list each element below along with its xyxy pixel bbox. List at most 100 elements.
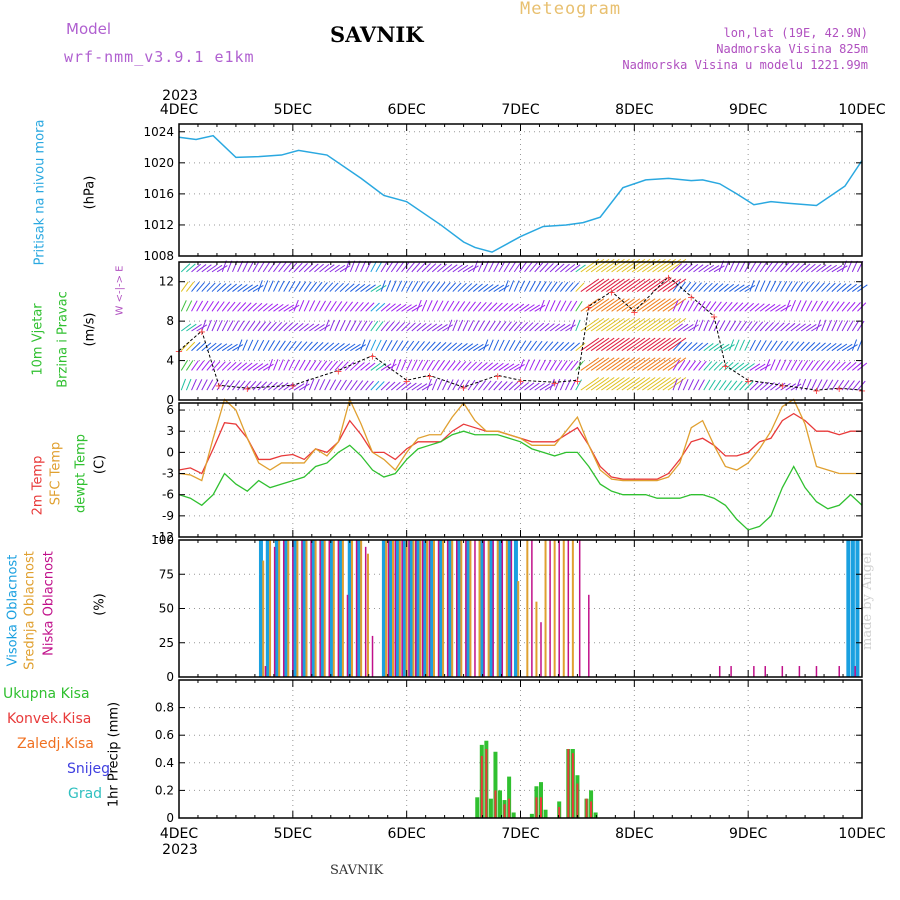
wind-barb xyxy=(211,379,219,391)
low-cloud-bar xyxy=(838,666,840,677)
wind-barb xyxy=(447,342,458,352)
wind-barb xyxy=(559,360,568,371)
precip-legend-hail: Grad xyxy=(68,786,103,802)
wind-barb xyxy=(821,379,828,391)
wind-barb xyxy=(467,301,476,312)
wind-barb xyxy=(759,340,767,351)
wind-barb xyxy=(590,298,610,312)
wind-barb xyxy=(319,342,329,352)
high-cloud-bar xyxy=(416,540,421,677)
wind-barb xyxy=(252,321,261,332)
wind-barb xyxy=(544,359,552,371)
wind-barb xyxy=(667,278,687,292)
wind-barb xyxy=(447,264,458,273)
low-cloud-bar xyxy=(428,540,431,677)
y-tick-label: 0.6 xyxy=(155,728,174,742)
wind-barb xyxy=(262,280,269,292)
wind-barb xyxy=(329,264,340,273)
wind-barb xyxy=(478,301,487,312)
wind-barb xyxy=(662,258,682,273)
precip-legend-total: Ukupna Kisa xyxy=(3,686,90,702)
wind-barb xyxy=(534,262,544,273)
wind-barb xyxy=(257,261,265,273)
high-cloud-bar xyxy=(258,540,263,677)
wind-barb xyxy=(180,263,191,273)
mid-cloud-bar xyxy=(478,540,481,677)
wind-barb xyxy=(831,343,842,352)
wind-barb xyxy=(642,258,661,273)
total-precip-bar xyxy=(488,798,493,818)
wind-barb xyxy=(718,380,727,391)
wind-barb xyxy=(785,299,791,312)
wind-barb xyxy=(749,321,758,332)
wind-barb xyxy=(329,342,340,352)
y-tick-label: 12 xyxy=(159,275,174,289)
wind-barb xyxy=(293,281,301,292)
wind-barb xyxy=(324,319,330,332)
low-cloud-bar xyxy=(310,540,312,677)
wind-barb xyxy=(688,360,696,371)
wind-barb xyxy=(232,283,243,292)
wind-barb xyxy=(309,323,320,332)
wind-barb xyxy=(278,262,287,273)
precip-legend-snow: Snijeg xyxy=(67,761,111,777)
wind-barb xyxy=(390,358,396,371)
wind-barb xyxy=(667,317,687,332)
wind-barb xyxy=(180,281,189,292)
wind-barb xyxy=(457,379,465,391)
wind-barb xyxy=(237,339,243,351)
high-cloud-bar xyxy=(409,540,414,677)
wind-barb xyxy=(396,261,404,273)
wind-barb xyxy=(339,319,346,332)
wind-barb xyxy=(800,323,812,332)
y-tick-label: 1016 xyxy=(143,187,174,201)
wind-barb xyxy=(559,300,567,312)
wind-barb xyxy=(196,264,207,273)
wind-barb xyxy=(570,342,581,352)
wind-barb xyxy=(841,343,853,352)
wind-barb xyxy=(370,320,379,332)
wind-barb xyxy=(698,342,709,352)
wind-barb xyxy=(682,342,693,352)
wind-barb xyxy=(273,280,280,292)
wind-barb xyxy=(452,319,458,332)
wind-barb xyxy=(836,343,848,352)
conv-precip-bar xyxy=(567,749,570,818)
wind-barb xyxy=(606,258,625,273)
wind-barb xyxy=(242,339,248,351)
wind-barb xyxy=(621,357,641,371)
wind-barb xyxy=(698,300,706,312)
wind-barb xyxy=(708,283,719,292)
wind-barb xyxy=(642,377,661,391)
wind-barb xyxy=(493,261,500,273)
wind-barb xyxy=(580,298,600,312)
low-cloud-bar xyxy=(437,540,440,677)
wind-barb xyxy=(237,380,246,391)
wind-barb xyxy=(739,261,746,273)
wind-barb xyxy=(344,320,352,332)
wind-barb xyxy=(452,342,463,352)
wind-barb xyxy=(308,341,319,352)
high-cloud-bar xyxy=(388,540,393,677)
wind-barb xyxy=(672,378,678,391)
mid-cloud-bar xyxy=(366,553,369,677)
high-cloud-bar xyxy=(381,540,386,677)
wind-barb xyxy=(708,319,715,332)
wind-barb xyxy=(780,262,789,273)
wind-barb xyxy=(375,302,386,312)
wind-barbs xyxy=(180,258,868,391)
wind-barb xyxy=(590,258,610,273)
wind-barb xyxy=(334,343,345,352)
low-cloud-bar xyxy=(337,540,340,677)
wind-barb xyxy=(396,321,406,332)
wind-barb xyxy=(652,317,671,332)
wind-barb xyxy=(442,300,449,312)
wind-barb xyxy=(703,264,715,273)
wind-barb xyxy=(764,261,773,273)
wind-barb xyxy=(524,322,534,332)
wind-barb xyxy=(288,280,296,292)
wind-barb xyxy=(303,300,310,312)
wind-barb xyxy=(708,265,720,273)
wind-barb xyxy=(334,264,346,273)
wind-barb xyxy=(293,359,301,371)
